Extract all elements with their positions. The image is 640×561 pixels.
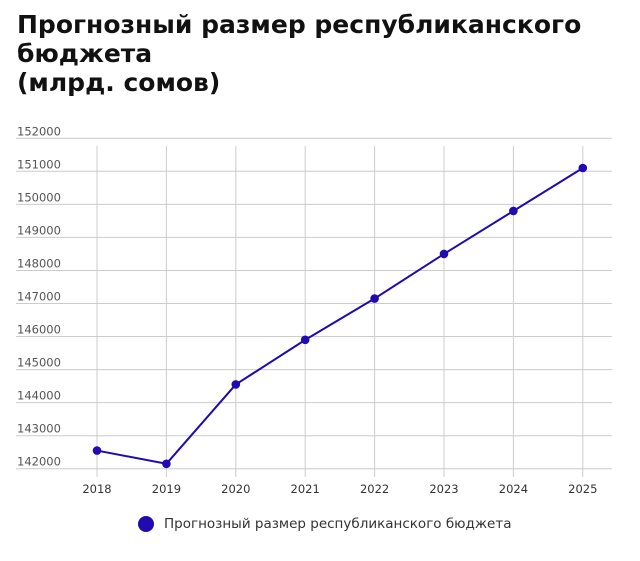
legend-label: Прогнозный размер республиканского бюдже…: [164, 516, 512, 532]
data-point: [509, 206, 518, 216]
x-tick-label: 2022: [360, 482, 389, 496]
data-point: [92, 446, 102, 455]
y-tick-label: 143000: [17, 422, 61, 436]
data-point: [578, 163, 588, 173]
data-point: [439, 249, 449, 259]
x-tick-label: 2023: [429, 482, 458, 496]
x-axis-ticks: 2018 2019 2020 2021 2022 2023 2024 2025: [82, 482, 597, 496]
grid-lines: [16, 137, 612, 477]
legend: Прогнозный размер республиканского бюдже…: [138, 516, 511, 532]
x-tick-label: 2018: [82, 482, 111, 496]
data-point: [162, 459, 171, 469]
x-tick-label: 2025: [568, 482, 597, 496]
y-tick-label: 147000: [17, 290, 61, 304]
x-tick-label: 2020: [221, 482, 250, 496]
data-point: [370, 294, 379, 303]
series-layer: [92, 163, 588, 469]
legend-marker: [138, 516, 154, 532]
x-tick-label: 2019: [152, 482, 181, 496]
data-point: [300, 335, 310, 345]
y-tick-label: 148000: [17, 256, 61, 270]
y-tick-label: 146000: [17, 323, 61, 337]
chart-title-main: Прогнозный размер республиканского бюдже…: [17, 10, 582, 68]
x-tick-label: 2024: [499, 482, 528, 496]
x-tick-label: 2021: [291, 482, 320, 496]
y-tick-label: 151000: [17, 157, 61, 171]
chart-title-units: (млрд. сомов): [17, 68, 221, 97]
series-line: [96, 167, 584, 465]
y-tick-label: 149000: [17, 223, 61, 237]
y-tick-label: 142000: [17, 455, 61, 469]
y-axis-ticks: 142000 143000 144000 145000 146000 147000 1480…: [17, 124, 61, 468]
y-tick-label: 150000: [17, 190, 61, 204]
chart-title: Прогнозный размер республиканского бюдже…: [17, 10, 627, 97]
y-tick-label: 144000: [17, 389, 61, 403]
y-tick-label: 152000: [17, 124, 61, 138]
y-tick-label: 145000: [17, 356, 61, 370]
data-point: [231, 380, 241, 389]
